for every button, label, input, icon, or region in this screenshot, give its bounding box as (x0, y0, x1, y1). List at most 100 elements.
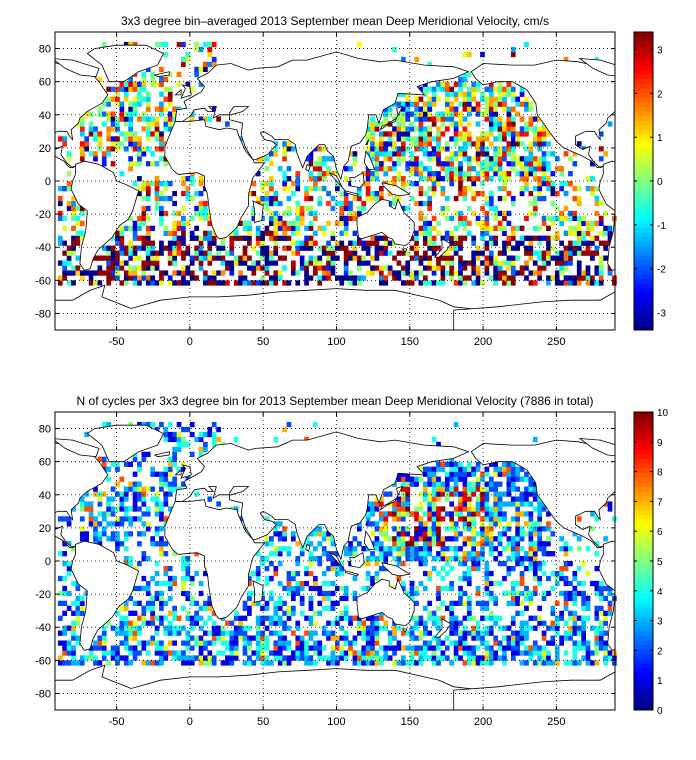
data-cell (295, 645, 301, 651)
data-cell (400, 496, 406, 502)
data-cell (502, 466, 507, 472)
data-cell (510, 235, 516, 241)
colorbar-segment (634, 274, 653, 280)
data-cell (374, 660, 380, 666)
data-cell (436, 161, 441, 167)
data-cell (264, 230, 270, 236)
data-cell (550, 660, 556, 666)
data-cell (93, 536, 98, 542)
data-cell (607, 650, 613, 656)
data-cell (356, 280, 362, 286)
data-cell (163, 436, 169, 443)
data-cell (339, 650, 345, 656)
data-cell (128, 131, 133, 137)
data-cell (497, 116, 503, 122)
data-cell (132, 131, 138, 137)
data-cell (418, 176, 424, 182)
data-cell (519, 561, 525, 567)
data-cell (594, 280, 600, 286)
data-cell (581, 620, 586, 626)
data-cell (128, 166, 133, 172)
data-cell (317, 200, 323, 207)
data-cell (282, 620, 287, 626)
data-cell (585, 546, 591, 552)
data-cell (427, 116, 433, 122)
data-cell (541, 630, 547, 636)
data-cell (242, 600, 248, 606)
data-cell (502, 156, 507, 162)
data-cell (378, 511, 384, 517)
data-cell (488, 116, 494, 122)
data-cell (93, 526, 98, 532)
data-cell (317, 645, 323, 651)
data-cell (537, 521, 542, 527)
data-cell (519, 141, 525, 147)
data-cell (524, 595, 529, 602)
data-cell (119, 101, 125, 107)
colorbar-segment (634, 143, 653, 149)
data-cell (75, 635, 81, 641)
data-cell (453, 556, 459, 562)
data-cell (233, 645, 239, 651)
data-cell (462, 101, 468, 107)
data-cell (480, 250, 485, 256)
colorbar-segment (634, 306, 653, 312)
data-cell (145, 660, 151, 666)
data-cell (528, 590, 534, 597)
y-tick-label: 0 (45, 556, 51, 568)
data-cell (343, 275, 349, 281)
data-cell (321, 570, 327, 577)
data-cell (585, 185, 591, 192)
data-cell (304, 570, 309, 577)
data-cell (519, 240, 525, 246)
data-cell (189, 111, 195, 117)
data-cell (418, 280, 424, 286)
data-cell (594, 610, 600, 616)
data-cell (519, 536, 525, 542)
data-cell (203, 200, 208, 207)
data-cell (519, 126, 525, 132)
data-cell (440, 585, 446, 592)
data-cell (181, 590, 186, 597)
data-cell (194, 275, 199, 281)
data-cell (304, 265, 309, 271)
data-cell (167, 620, 173, 626)
data-cell (207, 655, 213, 661)
y-tick-label: 60 (39, 77, 51, 89)
data-cell (277, 655, 283, 661)
data-cell (484, 655, 490, 661)
data-cell (392, 650, 397, 656)
data-cell (291, 575, 296, 582)
data-cells (57, 41, 617, 286)
data-cell (163, 225, 169, 231)
data-cell (524, 250, 529, 256)
data-cell (176, 421, 182, 428)
data-cell (475, 156, 481, 162)
data-cell (110, 496, 116, 502)
data-cell (414, 96, 419, 102)
data-cell (502, 270, 507, 276)
data-cell (515, 476, 521, 482)
data-cell (189, 595, 195, 602)
data-cell (159, 210, 164, 217)
land-mass (305, 163, 311, 172)
data-cell (163, 476, 169, 482)
data-cell (172, 280, 177, 286)
data-cell (392, 516, 397, 522)
data-cell (475, 501, 481, 507)
data-cell (317, 610, 323, 616)
data-cell (427, 200, 433, 207)
data-cell (431, 190, 437, 197)
data-cell (198, 235, 204, 241)
data-cell (387, 491, 393, 497)
data-cell (506, 541, 512, 547)
data-cell (466, 466, 472, 472)
data-cell (497, 166, 503, 172)
data-cell (471, 645, 477, 651)
data-cell (321, 595, 327, 602)
data-cell (541, 265, 547, 271)
data-cell (427, 171, 433, 177)
data-cell (427, 126, 433, 132)
data-cell (141, 511, 147, 517)
data-cell (242, 605, 248, 611)
